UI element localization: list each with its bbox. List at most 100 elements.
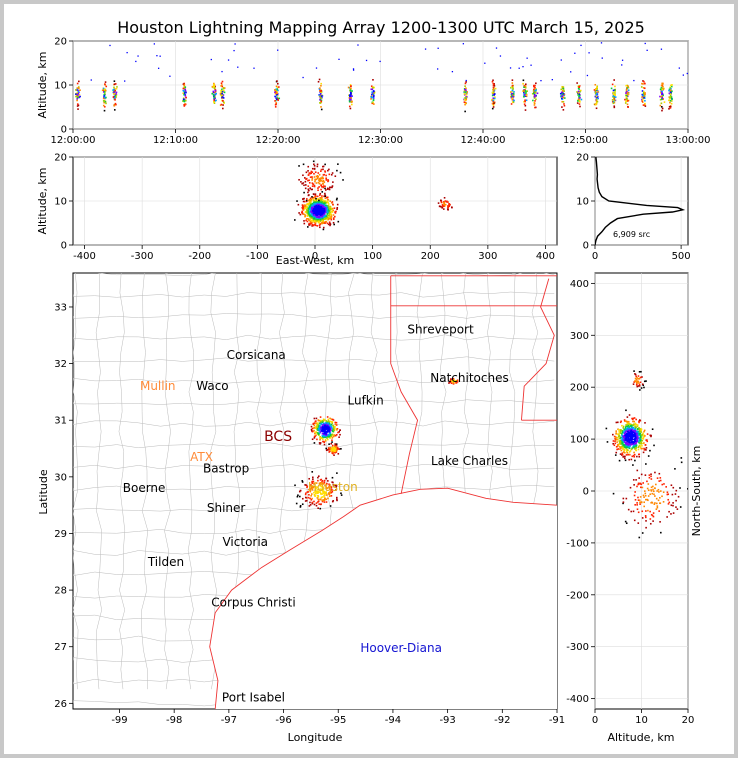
lightning-source-point xyxy=(612,492,615,495)
lightning-source-point xyxy=(620,420,622,423)
lightning-source-point xyxy=(633,455,636,458)
lightning-source-point xyxy=(424,48,427,50)
lightning-source-point xyxy=(675,506,677,508)
lightning-source-point xyxy=(659,490,662,492)
lightning-source-point xyxy=(619,436,622,439)
lightning-source-point xyxy=(464,82,467,85)
lightning-source-point xyxy=(322,168,324,171)
time-altitude-panel: 12:00:00 12:10:00 12:20:00 12:30:00 12:40:00… xyxy=(36,37,710,147)
lightning-source-point xyxy=(620,443,622,445)
lightning-source-point xyxy=(636,440,639,443)
lightning-source-point xyxy=(318,202,321,204)
lightning-source-point xyxy=(278,97,281,100)
y-tick-label: 30 xyxy=(54,472,67,483)
lightning-source-point xyxy=(157,67,160,69)
lightning-source-point xyxy=(350,92,352,95)
lightning-source-point xyxy=(640,447,643,450)
lightning-source-point xyxy=(492,89,495,92)
lightning-source-point xyxy=(303,222,306,225)
lightning-source-point xyxy=(522,82,524,85)
lightning-source-point xyxy=(319,98,321,101)
lightning-source-point xyxy=(661,109,663,112)
lightning-source-point xyxy=(323,221,326,224)
lightning-source-point xyxy=(319,425,321,428)
lightning-source-point xyxy=(625,450,628,453)
lightning-source-point xyxy=(331,422,333,425)
lightning-source-point xyxy=(325,434,328,437)
ns-altitude-xlabel: Altitude, km xyxy=(607,731,674,744)
lightning-source-point xyxy=(632,417,635,420)
lightning-source-point xyxy=(324,171,327,173)
lightning-source-point xyxy=(625,445,628,447)
lightning-source-point xyxy=(325,177,328,180)
lightning-source-point xyxy=(623,430,626,432)
lightning-source-point xyxy=(333,449,335,452)
lightning-source-point xyxy=(183,100,186,103)
lightning-source-point xyxy=(627,430,629,433)
lightning-source-point xyxy=(112,91,115,94)
lightning-source-point xyxy=(631,443,634,446)
lightning-source-point xyxy=(316,214,319,216)
lightning-source-point xyxy=(184,90,187,93)
lightning-source-point xyxy=(328,427,331,429)
lightning-source-point xyxy=(656,477,659,479)
lightning-source-point xyxy=(670,102,673,105)
lightning-source-point xyxy=(325,204,328,207)
lightning-source-point xyxy=(669,95,672,98)
lightning-source-point xyxy=(319,438,321,441)
lightning-source-point xyxy=(307,207,310,210)
lightning-source-point xyxy=(332,452,334,455)
map-ylabel: Latitude xyxy=(37,469,50,515)
county-boundary xyxy=(73,334,555,341)
lightning-source-point xyxy=(372,90,375,92)
lightning-source-point xyxy=(220,92,222,95)
lightning-source-point xyxy=(310,499,313,501)
lightning-source-point xyxy=(316,202,318,205)
lightning-source-point xyxy=(636,381,638,384)
lightning-source-point xyxy=(348,94,350,97)
lightning-source-point xyxy=(327,448,329,451)
lightning-source-point xyxy=(276,93,279,96)
lightning-source-point xyxy=(308,205,311,208)
lightning-source-point xyxy=(650,486,653,489)
lightning-source-point xyxy=(313,435,316,438)
lightning-source-point xyxy=(322,177,325,180)
lightning-source-point xyxy=(562,101,565,103)
lightning-source-point xyxy=(76,87,79,89)
lightning-source-point xyxy=(331,476,334,479)
lightning-source-point xyxy=(351,103,353,106)
lightning-source-point xyxy=(317,488,319,491)
lightning-source-point xyxy=(645,510,647,512)
lightning-source-point xyxy=(596,96,598,99)
lightning-source-point xyxy=(328,484,331,486)
lightning-source-point xyxy=(113,88,115,91)
lightning-source-point xyxy=(625,424,627,426)
lightning-source-point xyxy=(628,426,631,428)
lightning-source-point xyxy=(327,420,329,423)
lightning-source-point xyxy=(633,420,635,423)
lightning-source-point xyxy=(330,491,333,494)
lightning-source-point xyxy=(636,455,638,458)
lightning-source-point xyxy=(638,419,641,421)
lightning-source-point xyxy=(372,86,374,89)
lightning-source-point xyxy=(333,434,336,436)
lightning-source-point xyxy=(679,487,681,489)
lightning-source-point xyxy=(510,95,513,98)
lightning-source-point xyxy=(631,436,634,438)
lightning-source-point xyxy=(370,97,373,99)
lightning-source-point xyxy=(613,105,616,108)
lightning-source-point xyxy=(334,484,337,487)
lightning-source-point xyxy=(312,160,315,163)
lightning-source-point xyxy=(618,435,621,437)
city-label: Houston xyxy=(308,480,358,494)
lightning-source-point xyxy=(319,431,322,433)
lightning-source-point xyxy=(465,95,467,98)
county-boundary xyxy=(73,420,555,427)
lightning-source-point xyxy=(621,440,623,442)
lightning-source-point xyxy=(661,98,663,101)
lightning-source-point xyxy=(310,494,312,497)
lightning-source-point xyxy=(524,89,526,91)
lightning-source-point xyxy=(182,83,185,85)
lightning-source-point xyxy=(320,95,323,97)
